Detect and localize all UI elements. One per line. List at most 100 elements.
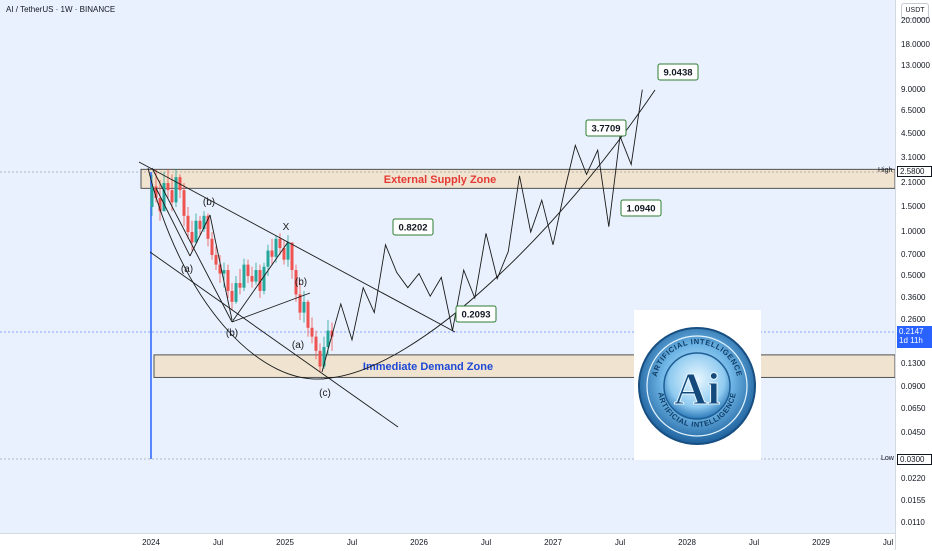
candle-body xyxy=(154,186,158,199)
candle-body xyxy=(214,255,218,265)
candle-body xyxy=(326,330,330,347)
trend-line xyxy=(151,167,233,323)
wave-label: (a) xyxy=(292,340,304,351)
currency-button[interactable]: USDT xyxy=(901,3,929,19)
target-callout-value: 0.8202 xyxy=(398,223,427,234)
logo-center-text: Ai xyxy=(674,363,720,414)
candle-body xyxy=(262,266,266,291)
ai-coin-emblem: ARTIFICIAL INTELLIGENCE ARTIFICIAL INTEL… xyxy=(638,327,756,445)
candle-body xyxy=(170,190,174,203)
current-price-badge: 0.2147 1d 11h xyxy=(897,326,932,348)
time-tick-label: Jul xyxy=(480,538,492,547)
candle-body xyxy=(158,198,162,212)
chart-plot-area[interactable]: External Supply Zone Immediate Demand Zon… xyxy=(0,0,895,533)
price-tick-label: 0.0450 xyxy=(901,428,926,437)
candles-group xyxy=(150,169,334,372)
price-tick-label: 0.0650 xyxy=(901,404,926,413)
time-tick-label: Jul xyxy=(346,538,358,547)
time-axis[interactable]: 2024 Jul 2025 Jul 2026 Jul 2027 Jul 2028 Jul 2029 J… xyxy=(0,533,895,551)
price-tick-label: 0.7000 xyxy=(901,250,926,259)
high-value-badge: 2.5800 xyxy=(897,166,932,177)
time-tick-label: 2025 xyxy=(276,538,294,547)
supply-zone-label: External Supply Zone xyxy=(384,174,496,186)
target-callout-box xyxy=(455,305,497,323)
time-tick-label: 2024 xyxy=(142,538,160,547)
wave-label: (b) xyxy=(295,277,307,288)
wave-label: (b) xyxy=(226,328,238,339)
wave-label: X xyxy=(283,222,290,233)
target-callout-box xyxy=(392,218,434,236)
candle-body xyxy=(206,215,210,239)
candle-body xyxy=(298,294,302,313)
candle-body xyxy=(226,270,230,291)
candle-body xyxy=(202,215,206,229)
trend-line xyxy=(155,187,191,257)
low-value-badge: 0.0300 xyxy=(897,454,932,465)
candle-body xyxy=(322,346,326,367)
target-callout-value: 3.7709 xyxy=(591,124,620,135)
ai-logo: ARTIFICIAL INTELLIGENCE ARTIFICIAL INTEL… xyxy=(634,310,761,460)
candle-body xyxy=(194,220,198,243)
projection-path xyxy=(321,89,643,373)
candle-body xyxy=(166,183,170,191)
symbol-title: AI / TetherUS · 1W · BINANCE xyxy=(6,5,116,14)
time-tick-label: 2027 xyxy=(544,538,562,547)
high-tag: High xyxy=(878,167,893,174)
wave-label: (a) xyxy=(181,264,193,275)
current-price-value: 0.2147 xyxy=(899,327,924,336)
candle-body xyxy=(310,327,314,337)
demand-zone-label: Immediate Demand Zone xyxy=(363,361,493,373)
time-tick-label: 2026 xyxy=(410,538,428,547)
candle-body xyxy=(294,270,298,295)
candle-body xyxy=(318,350,322,367)
low-tag: Low xyxy=(881,455,894,462)
trend-line xyxy=(189,214,211,257)
price-tick-label: 3.1000 xyxy=(901,153,926,162)
bowl-curve xyxy=(147,89,656,380)
candle-body xyxy=(174,177,178,203)
price-tick-label: 0.2600 xyxy=(901,315,926,324)
trend-line xyxy=(149,251,399,428)
candle-body xyxy=(150,186,154,207)
candle-body xyxy=(266,250,270,267)
candle-body xyxy=(282,248,286,260)
price-tick-label: 6.5000 xyxy=(901,106,926,115)
target-callout-value: 1.0940 xyxy=(626,204,655,215)
candle-body xyxy=(246,264,250,276)
candle-body xyxy=(198,220,202,229)
price-tick-label: 13.0000 xyxy=(901,61,930,70)
price-tick-label: 0.0155 xyxy=(901,496,926,505)
candle-body xyxy=(162,183,166,212)
countdown-value: 1d 11h xyxy=(899,336,923,345)
trend-line xyxy=(138,161,456,333)
candle-body xyxy=(270,250,274,257)
target-callout-box xyxy=(620,199,662,217)
time-tick-label: Jul xyxy=(614,538,626,547)
candle-body xyxy=(190,232,194,243)
time-tick-label: Jul xyxy=(748,538,760,547)
candle-body xyxy=(306,301,310,328)
target-callout-value: 0.2093 xyxy=(461,310,490,321)
price-tick-label: 4.5000 xyxy=(901,129,926,138)
price-tick-label: 0.3600 xyxy=(901,293,926,302)
price-tick-label: 0.0220 xyxy=(901,474,926,483)
trend-line xyxy=(231,241,289,323)
price-tick-label: 1.0000 xyxy=(901,227,926,236)
candle-body xyxy=(290,242,294,271)
candle-body xyxy=(314,336,318,351)
target-callout-box xyxy=(657,63,699,81)
price-tick-label: 0.5000 xyxy=(901,271,926,280)
candle-body xyxy=(278,238,282,249)
price-tick-label: 1.5000 xyxy=(901,202,926,211)
price-tick-label: 0.0110 xyxy=(901,518,925,527)
trend-line xyxy=(209,214,233,321)
price-tick-label: 20.0000 xyxy=(901,16,930,25)
time-tick-label: 2028 xyxy=(678,538,696,547)
candle-body xyxy=(258,270,262,291)
candle-body xyxy=(250,276,254,282)
candle-body xyxy=(254,270,258,282)
demand-zone xyxy=(153,354,895,378)
price-tick-label: 9.0000 xyxy=(901,85,926,94)
price-tick-label: 0.1300 xyxy=(901,359,926,368)
